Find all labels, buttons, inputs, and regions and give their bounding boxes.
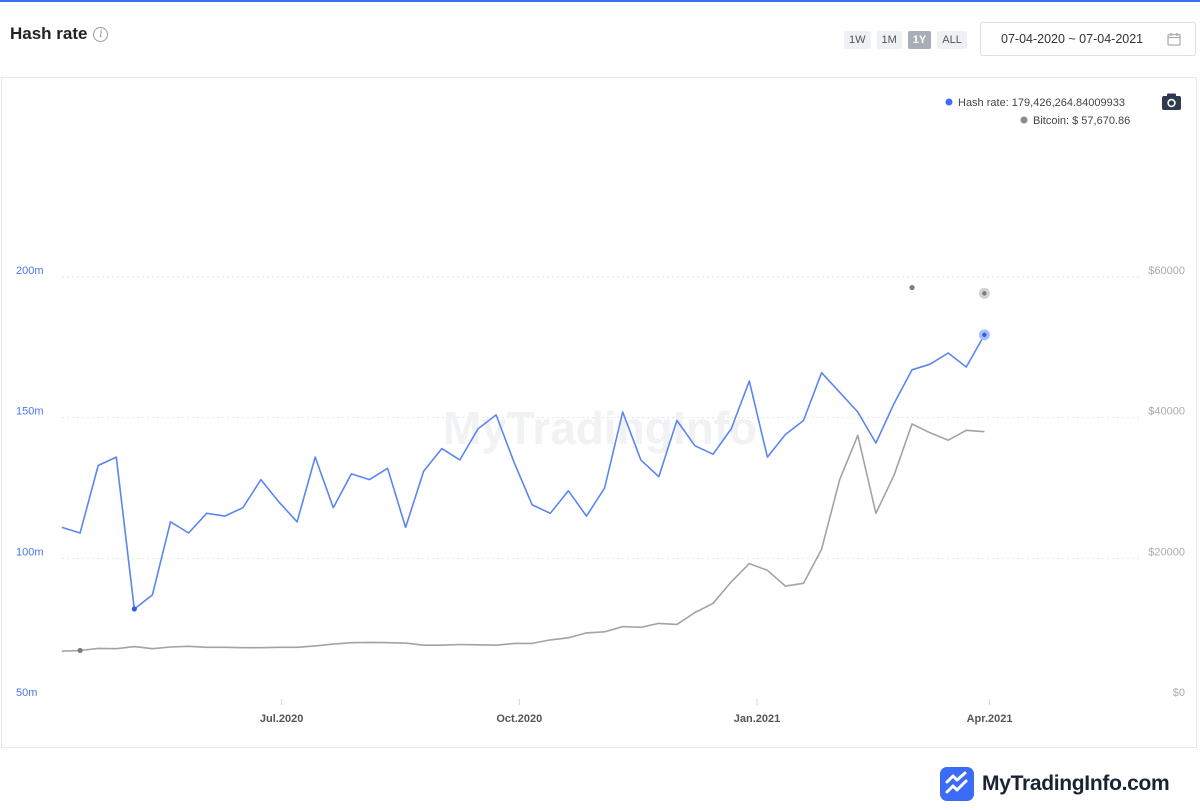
range-button-1y[interactable]: 1Y <box>907 31 932 49</box>
y-right-tick-label: $20000 <box>1148 546 1185 558</box>
series-line-bitcoin <box>61 423 985 652</box>
current-point <box>982 291 987 296</box>
legend-dot-hash-rate <box>945 98 953 106</box>
y-right-tick-label: $0 <box>1173 687 1185 699</box>
data-point-marker <box>909 284 915 291</box>
grid-lines <box>62 276 1142 559</box>
highlight-points <box>77 284 990 654</box>
range-button-1m[interactable]: 1M <box>876 31 902 49</box>
y-left-tick-label: 100m <box>16 546 44 558</box>
x-tick-label: Oct.2020 <box>496 713 542 725</box>
hash-rate-chart: MyTradingInfo 50m 100m 150m 200m $0 $20000 $40… <box>16 93 1185 725</box>
legend-dot-bitcoin <box>1020 116 1028 124</box>
x-tick-label: Jan.2021 <box>734 713 780 725</box>
current-point <box>982 332 987 338</box>
y-left-tick-label: 150m <box>16 406 44 418</box>
title-group: Hash rate i <box>10 24 109 44</box>
watermark: MyTradingInfo <box>443 402 757 454</box>
y-left-tick-label: 200m <box>16 265 44 277</box>
date-range-picker[interactable]: 07-04-2020 ~ 07-04-2021 <box>980 22 1196 56</box>
range-selector: 1W 1M 1Y ALL <box>844 31 967 49</box>
y-axis-labels: 50m 100m 150m 200m $0 $20000 $40000 $60000 <box>16 265 1185 699</box>
x-axis-labels: Jul.2020 Oct.2020 Jan.2021 Apr.2021 <box>260 699 1013 725</box>
series-line-hash-rate <box>61 334 986 610</box>
series-lines <box>61 334 986 652</box>
data-point-marker <box>131 606 137 612</box>
data-point-marker <box>77 647 83 654</box>
x-tick-label: Apr.2021 <box>967 713 1013 725</box>
info-icon[interactable]: i <box>93 26 109 42</box>
camera-icon[interactable] <box>1162 93 1181 111</box>
brand-name: MyTradingInfo.com <box>982 772 1170 795</box>
calendar-icon[interactable] <box>1167 32 1181 46</box>
brand-footer[interactable]: MyTradingInfo.com <box>940 767 1170 801</box>
legend-bitcoin: Bitcoin: $ 57,670.86 <box>1033 115 1130 127</box>
range-button-1w[interactable]: 1W <box>844 31 871 49</box>
y-right-tick-label: $40000 <box>1148 406 1185 418</box>
top-accent-bar <box>0 0 1200 2</box>
chart-panel: MyTradingInfo 50m 100m 150m 200m $0 $20000 $40… <box>1 77 1197 748</box>
y-left-tick-label: 50m <box>16 687 37 699</box>
page-title: Hash rate <box>10 24 88 43</box>
brand-logo-icon <box>940 767 974 801</box>
range-button-all[interactable]: ALL <box>937 31 967 49</box>
legend-hash-rate: Hash rate: 179,426,264.84009933 <box>958 97 1125 109</box>
y-right-tick-label: $60000 <box>1148 265 1185 277</box>
date-range-value: 07-04-2020 ~ 07-04-2021 <box>1001 32 1144 46</box>
legend: Hash rate: 179,426,264.84009933 Bitcoin:… <box>945 97 1130 127</box>
x-tick-label: Jul.2020 <box>260 713 303 725</box>
